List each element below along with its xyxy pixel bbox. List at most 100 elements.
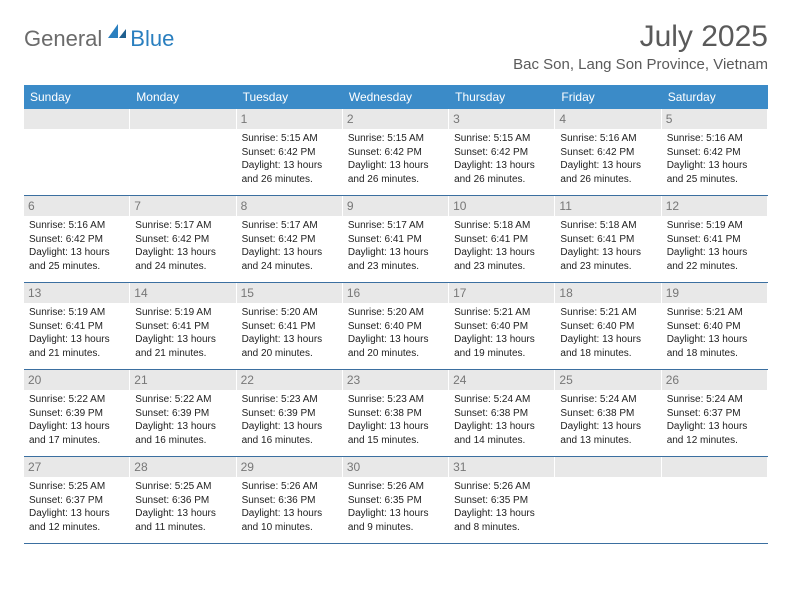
- day-number: 2: [343, 109, 448, 129]
- day-info: Sunrise: 5:24 AMSunset: 6:38 PMDaylight:…: [560, 393, 655, 447]
- day-number: 1: [237, 109, 342, 129]
- logo-sail-icon: [106, 22, 128, 45]
- day-number: 27: [24, 457, 129, 477]
- day-info: Sunrise: 5:21 AMSunset: 6:40 PMDaylight:…: [667, 306, 762, 360]
- day-number: 3: [449, 109, 554, 129]
- day-number: 25: [555, 370, 660, 390]
- weekday-header: Monday: [130, 85, 236, 109]
- week-row: 6Sunrise: 5:16 AMSunset: 6:42 PMDaylight…: [24, 196, 768, 283]
- day-info: Sunrise: 5:20 AMSunset: 6:41 PMDaylight:…: [242, 306, 337, 360]
- day-number: 7: [130, 196, 235, 216]
- day-info: Sunrise: 5:15 AMSunset: 6:42 PMDaylight:…: [242, 132, 337, 186]
- day-info: Sunrise: 5:22 AMSunset: 6:39 PMDaylight:…: [135, 393, 230, 447]
- weekday-header-row: SundayMondayTuesdayWednesdayThursdayFrid…: [24, 85, 768, 109]
- day-number: 8: [237, 196, 342, 216]
- day-info: Sunrise: 5:23 AMSunset: 6:38 PMDaylight:…: [348, 393, 443, 447]
- empty-day-cell: [555, 457, 661, 543]
- day-number: 17: [449, 283, 554, 303]
- weekday-header: Saturday: [662, 85, 768, 109]
- calendar-page: General Blue July 2025 Bac Son, Lang Son…: [0, 0, 792, 564]
- day-info: Sunrise: 5:19 AMSunset: 6:41 PMDaylight:…: [29, 306, 124, 360]
- day-number: 11: [555, 196, 660, 216]
- week-row: 27 Sunrise: 5:25 AMSunset: 6:37 PMDayligh…: [24, 457, 768, 544]
- empty-day-cell: [662, 457, 768, 543]
- day-cell: 6Sunrise: 5:16 AMSunset: 6:42 PMDaylight…: [24, 196, 130, 282]
- empty-day-cell: [130, 109, 236, 195]
- day-number: 13: [24, 283, 129, 303]
- day-info: Sunrise: 5:17 AMSunset: 6:42 PMDaylight:…: [242, 219, 337, 273]
- day-info: Sunrise: 5:18 AMSunset: 6:41 PMDaylight:…: [454, 219, 549, 273]
- day-cell: 5Sunrise: 5:16 AMSunset: 6:42 PMDaylight…: [662, 109, 768, 195]
- day-cell: 24Sunrise: 5:24 AMSunset: 6:38 PMDayligh…: [449, 370, 555, 456]
- day-number: 24: [449, 370, 554, 390]
- day-number: 18: [555, 283, 660, 303]
- day-cell: 25 Sunrise: 5:24 AMSunset: 6:38 PMDayligh…: [555, 370, 661, 456]
- day-number: 20: [24, 370, 129, 390]
- week-row: 13 Sunrise: 5:19 AMSunset: 6:41 PMDayligh…: [24, 283, 768, 370]
- day-info: Sunrise: 5:17 AMSunset: 6:42 PMDaylight:…: [135, 219, 230, 273]
- weekday-header: Thursday: [449, 85, 555, 109]
- logo: General Blue: [24, 26, 174, 52]
- day-info: Sunrise: 5:26 AMSunset: 6:35 PMDaylight:…: [348, 480, 443, 534]
- day-cell: 16 Sunrise: 5:20 AMSunset: 6:40 PMDayligh…: [343, 283, 449, 369]
- day-info: Sunrise: 5:17 AMSunset: 6:41 PMDaylight:…: [348, 219, 443, 273]
- day-cell: 29Sunrise: 5:26 AMSunset: 6:36 PMDayligh…: [237, 457, 343, 543]
- day-number: 26: [662, 370, 767, 390]
- day-info: Sunrise: 5:20 AMSunset: 6:40 PMDaylight:…: [348, 306, 443, 360]
- day-cell: 8 Sunrise: 5:17 AMSunset: 6:42 PMDaylight…: [237, 196, 343, 282]
- day-number: 31: [449, 457, 554, 477]
- weekday-header: Sunday: [24, 85, 130, 109]
- day-cell: 7 Sunrise: 5:17 AMSunset: 6:42 PMDaylight…: [130, 196, 236, 282]
- day-info: Sunrise: 5:18 AMSunset: 6:41 PMDaylight:…: [560, 219, 655, 273]
- day-number: 14: [130, 283, 235, 303]
- day-number: 21: [130, 370, 235, 390]
- day-number: 9: [343, 196, 448, 216]
- day-number: 12: [662, 196, 767, 216]
- day-number: 16: [343, 283, 448, 303]
- logo-text-blue: Blue: [130, 26, 174, 52]
- day-number: 22: [237, 370, 342, 390]
- day-cell: 20 Sunrise: 5:22 AMSunset: 6:39 PMDayligh…: [24, 370, 130, 456]
- day-info: Sunrise: 5:21 AMSunset: 6:40 PMDaylight:…: [560, 306, 655, 360]
- day-cell: 1 Sunrise: 5:15 AMSunset: 6:42 PMDaylight…: [237, 109, 343, 195]
- day-cell: 10 Sunrise: 5:18 AMSunset: 6:41 PMDayligh…: [449, 196, 555, 282]
- day-info: Sunrise: 5:22 AMSunset: 6:39 PMDaylight:…: [29, 393, 124, 447]
- day-cell: 15 Sunrise: 5:20 AMSunset: 6:41 PMDayligh…: [237, 283, 343, 369]
- day-cell: 9 Sunrise: 5:17 AMSunset: 6:41 PMDaylight…: [343, 196, 449, 282]
- weeks-container: 1 Sunrise: 5:15 AMSunset: 6:42 PMDaylight…: [24, 109, 768, 544]
- empty-day-cell: [24, 109, 130, 195]
- day-number: 28: [130, 457, 235, 477]
- day-number: 19: [662, 283, 767, 303]
- day-cell: 23 Sunrise: 5:23 AMSunset: 6:38 PMDayligh…: [343, 370, 449, 456]
- day-number: 30: [343, 457, 448, 477]
- weekday-header: Tuesday: [237, 85, 343, 109]
- day-cell: 28Sunrise: 5:25 AMSunset: 6:36 PMDayligh…: [130, 457, 236, 543]
- day-info: Sunrise: 5:19 AMSunset: 6:41 PMDaylight:…: [135, 306, 230, 360]
- day-number: 15: [237, 283, 342, 303]
- day-cell: 4Sunrise: 5:16 AMSunset: 6:42 PMDaylight…: [555, 109, 661, 195]
- logo-text-general: General: [24, 26, 102, 52]
- day-cell: 18 Sunrise: 5:21 AMSunset: 6:40 PMDayligh…: [555, 283, 661, 369]
- calendar-grid: SundayMondayTuesdayWednesdayThursdayFrid…: [24, 85, 768, 544]
- weekday-header: Friday: [555, 85, 661, 109]
- day-info: Sunrise: 5:21 AMSunset: 6:40 PMDaylight:…: [454, 306, 549, 360]
- day-cell: 2 Sunrise: 5:15 AMSunset: 6:42 PMDaylight…: [343, 109, 449, 195]
- title-block: July 2025 Bac Son, Lang Son Province, Vi…: [513, 20, 768, 73]
- day-info: Sunrise: 5:24 AMSunset: 6:37 PMDaylight:…: [667, 393, 762, 447]
- month-title: July 2025: [513, 20, 768, 54]
- week-row: 1 Sunrise: 5:15 AMSunset: 6:42 PMDaylight…: [24, 109, 768, 196]
- day-cell: 19 Sunrise: 5:21 AMSunset: 6:40 PMDayligh…: [662, 283, 768, 369]
- day-number: 10: [449, 196, 554, 216]
- day-cell: 17 Sunrise: 5:21 AMSunset: 6:40 PMDayligh…: [449, 283, 555, 369]
- day-info: Sunrise: 5:15 AMSunset: 6:42 PMDaylight:…: [454, 132, 549, 186]
- day-cell: 12Sunrise: 5:19 AMSunset: 6:41 PMDayligh…: [662, 196, 768, 282]
- day-number: 6: [24, 196, 129, 216]
- day-info: Sunrise: 5:15 AMSunset: 6:42 PMDaylight:…: [348, 132, 443, 186]
- day-info: Sunrise: 5:25 AMSunset: 6:37 PMDaylight:…: [29, 480, 124, 534]
- day-info: Sunrise: 5:26 AMSunset: 6:35 PMDaylight:…: [454, 480, 549, 534]
- location-text: Bac Son, Lang Son Province, Vietnam: [513, 56, 768, 73]
- day-cell: 3 Sunrise: 5:15 AMSunset: 6:42 PMDaylight…: [449, 109, 555, 195]
- day-number: 23: [343, 370, 448, 390]
- day-cell: 30 Sunrise: 5:26 AMSunset: 6:35 PMDayligh…: [343, 457, 449, 543]
- weekday-header: Wednesday: [343, 85, 449, 109]
